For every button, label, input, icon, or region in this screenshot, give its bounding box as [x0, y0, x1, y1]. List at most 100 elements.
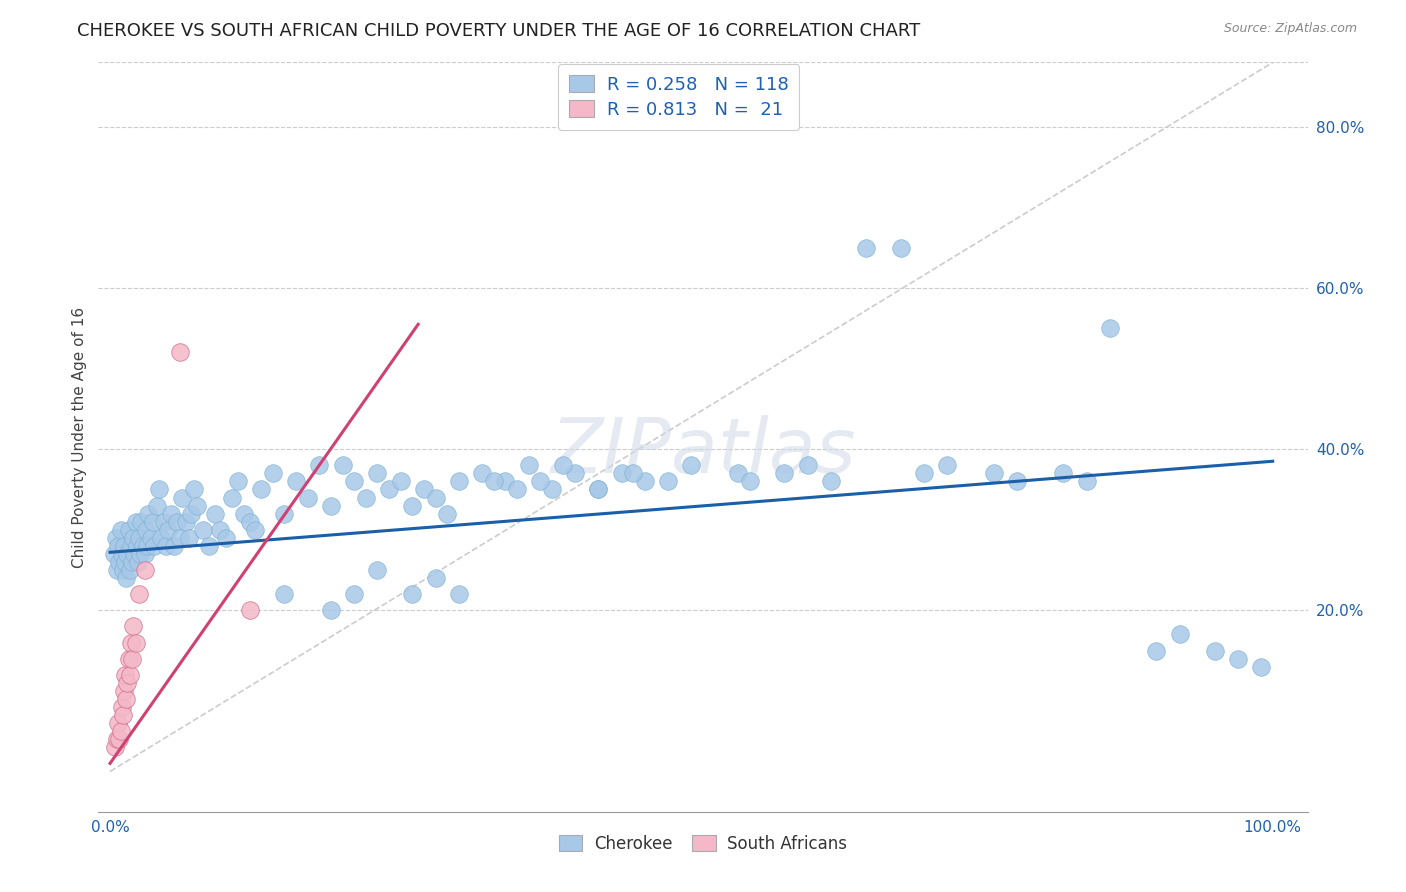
Text: ZIPatlas: ZIPatlas [550, 415, 856, 489]
Point [401, 499, 423, 513]
Legend: Cherokee, South Africans: Cherokee, South Africans [553, 829, 853, 860]
Point [105, 563, 128, 577]
Point [122, 531, 145, 545]
Point [152, 515, 174, 529]
Point [104, 740, 127, 755]
Point [186, 499, 208, 513]
Point [232, 507, 254, 521]
Point [124, 515, 146, 529]
Point [425, 571, 447, 585]
Point [681, 458, 703, 473]
Point [890, 241, 912, 255]
Point [425, 491, 447, 505]
Point [108, 555, 131, 569]
Point [239, 515, 262, 529]
Point [148, 483, 170, 497]
Point [215, 531, 238, 545]
Point [169, 531, 191, 545]
Point [1226, 651, 1249, 665]
Point [139, 531, 162, 545]
Point [319, 603, 342, 617]
Point [112, 684, 135, 698]
Point [150, 531, 173, 545]
Point [124, 635, 146, 649]
Point [134, 547, 156, 561]
Text: Source: ZipAtlas.com: Source: ZipAtlas.com [1223, 22, 1357, 36]
Point [297, 491, 319, 505]
Point [172, 491, 194, 505]
Point [529, 475, 551, 489]
Point [332, 458, 354, 473]
Point [121, 555, 143, 569]
Point [553, 458, 575, 473]
Point [1052, 467, 1074, 481]
Point [983, 467, 1005, 481]
Point [118, 563, 141, 577]
Point [245, 523, 267, 537]
Point [354, 491, 377, 505]
Point [180, 507, 202, 521]
Point [124, 547, 146, 561]
Point [191, 523, 214, 537]
Point [174, 515, 197, 529]
Point [506, 483, 529, 497]
Point [114, 667, 136, 681]
Point [118, 651, 141, 665]
Point [912, 467, 935, 481]
Point [389, 475, 412, 489]
Point [129, 547, 152, 561]
Point [115, 571, 138, 585]
Point [413, 483, 436, 497]
Point [471, 467, 494, 481]
Point [540, 483, 562, 497]
Point [273, 587, 295, 601]
Text: CHEROKEE VS SOUTH AFRICAN CHILD POVERTY UNDER THE AGE OF 16 CORRELATION CHART: CHEROKEE VS SOUTH AFRICAN CHILD POVERTY … [77, 22, 921, 40]
Point [343, 587, 366, 601]
Point [1250, 659, 1272, 673]
Point [117, 547, 139, 561]
Point [131, 515, 153, 529]
Point [343, 475, 366, 489]
Point [209, 523, 232, 537]
Point [125, 539, 148, 553]
Point [494, 475, 516, 489]
Point [110, 724, 132, 739]
Y-axis label: Child Poverty Under the Age of 16: Child Poverty Under the Age of 16 [72, 307, 87, 567]
Point [127, 555, 149, 569]
Point [204, 507, 226, 521]
Point [936, 458, 959, 473]
Point [1168, 627, 1191, 641]
Point [117, 675, 139, 690]
Point [226, 475, 249, 489]
Point [855, 241, 877, 255]
Point [436, 507, 458, 521]
Point [183, 483, 205, 497]
Point [447, 587, 470, 601]
Point [366, 467, 388, 481]
Point [250, 483, 273, 497]
Point [727, 467, 749, 481]
Point [273, 507, 295, 521]
Point [111, 563, 134, 577]
Point [1144, 643, 1167, 657]
Point [120, 539, 142, 553]
Point [159, 507, 181, 521]
Point [128, 587, 150, 601]
Point [105, 732, 128, 747]
Point [482, 475, 505, 489]
Point [588, 483, 610, 497]
Point [112, 539, 135, 553]
Point [198, 539, 221, 553]
Point [610, 467, 633, 481]
Point [820, 475, 842, 489]
Point [135, 523, 157, 537]
Point [118, 523, 141, 537]
Point [588, 483, 610, 497]
Point [128, 531, 150, 545]
Point [111, 708, 134, 723]
Point [107, 539, 129, 553]
Point [134, 563, 156, 577]
Point [122, 619, 145, 633]
Point [138, 507, 160, 521]
Point [239, 603, 262, 617]
